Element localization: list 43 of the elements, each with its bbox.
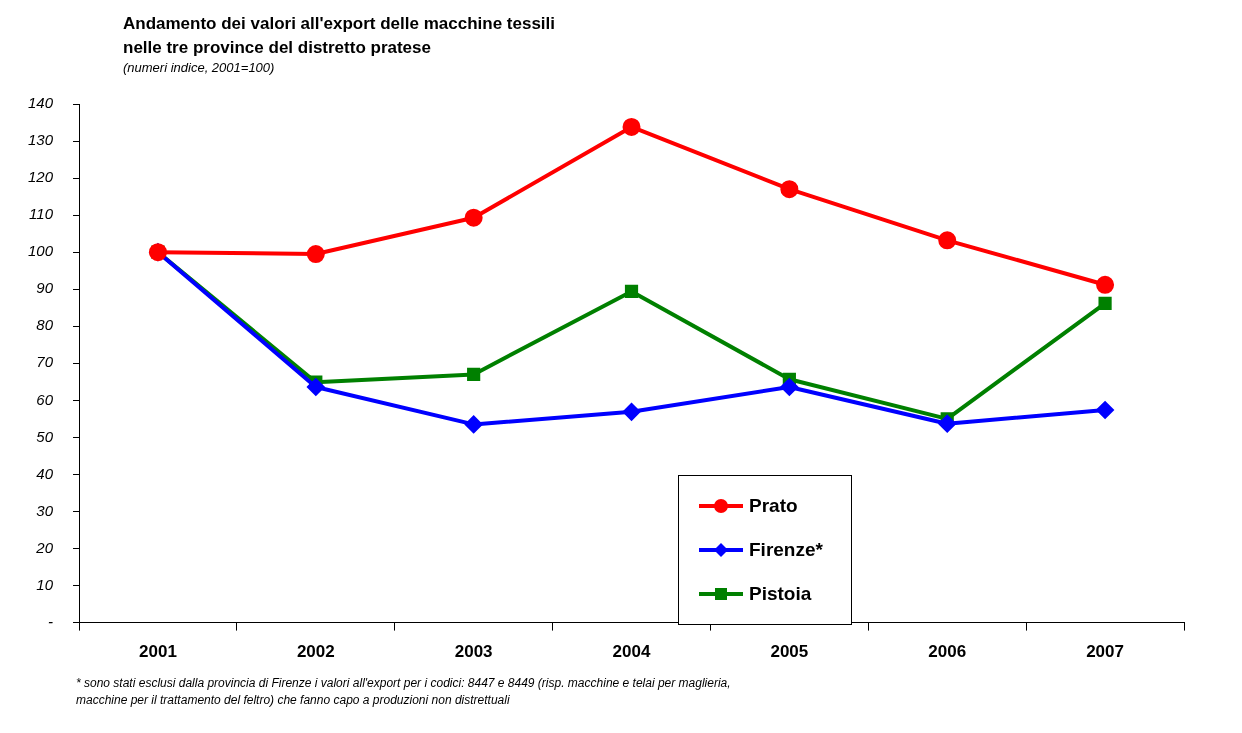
point bbox=[1096, 401, 1114, 419]
text: * sono stati esclusi dalla provincia di Firenze i valori all'export per i codici: 8447 e 8449 (risp. macchine e telai per maglieria, macchine per il trattamento del feltro) che fanno capo a produzioni non distrettuali bbox=[76, 675, 732, 709]
point bbox=[1098, 296, 1112, 310]
y-tick-label: 60 bbox=[36, 390, 54, 408]
y-tick-label: 100 bbox=[28, 242, 54, 260]
y-tick-label: 20 bbox=[35, 538, 54, 556]
x-tick-label: 2001 bbox=[139, 642, 177, 662]
y-tick-label: 10 bbox=[36, 575, 54, 593]
x-tick-label: 2003 bbox=[454, 642, 493, 662]
point bbox=[1096, 275, 1115, 294]
legend-label: Prato bbox=[749, 495, 798, 517]
legend-label: Pistoia bbox=[749, 583, 812, 605]
point bbox=[938, 231, 957, 250]
point bbox=[624, 284, 639, 299]
y-tick-label: 30 bbox=[36, 501, 54, 519]
y-tick-label: 90 bbox=[36, 279, 54, 297]
point bbox=[465, 415, 483, 433]
point bbox=[467, 367, 481, 382]
y-tick-label: 40 bbox=[36, 464, 54, 482]
point bbox=[780, 378, 798, 396]
x-tick-label: 2002 bbox=[296, 642, 335, 662]
y-tick-label: 50 bbox=[36, 427, 54, 445]
y-tick-label: 130 bbox=[28, 131, 54, 149]
x-tick-label: 2006 bbox=[928, 642, 967, 662]
point bbox=[306, 245, 325, 264]
y-tick-label: 110 bbox=[29, 205, 54, 223]
x-tick-label: 2005 bbox=[770, 642, 809, 662]
point bbox=[464, 208, 483, 227]
legend-label: Firenze* bbox=[749, 539, 823, 561]
y-tick-label: 80 bbox=[36, 316, 54, 334]
point bbox=[622, 117, 641, 136]
y-tick-label: 140 bbox=[28, 94, 54, 112]
x-tick-label: 2007 bbox=[1086, 642, 1124, 662]
point bbox=[623, 403, 641, 421]
y-tick-label: 120 bbox=[28, 168, 54, 186]
x-tick-label: 2004 bbox=[612, 642, 651, 662]
y-tick-label: - bbox=[48, 612, 54, 630]
point bbox=[780, 180, 799, 199]
y-tick-label: 70 bbox=[36, 353, 54, 371]
chart-subtitle: (numeri indice, 2001=100) bbox=[123, 60, 276, 75]
chart-title: Andamento dei valori all'export delle macchine tessili nelle tre province del distretto pratese bbox=[123, 13, 556, 59]
point bbox=[938, 415, 956, 433]
point bbox=[307, 378, 325, 396]
